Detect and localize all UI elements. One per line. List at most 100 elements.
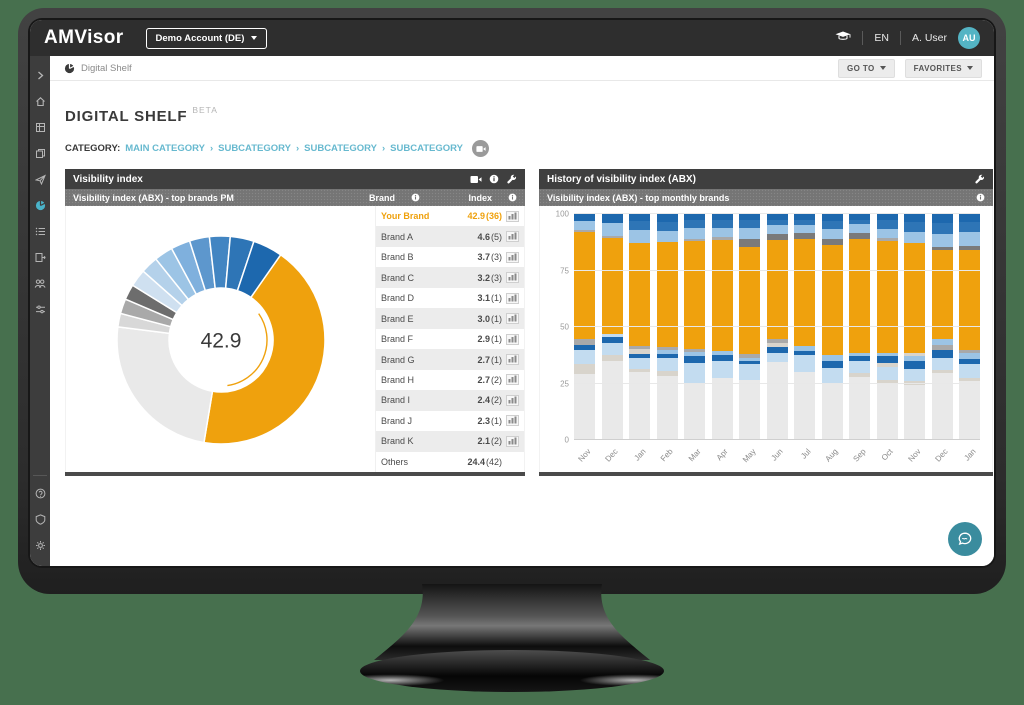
video-tutorial-button[interactable] [472,140,489,157]
bar-segment [876,383,898,440]
bar-segment [959,214,980,223]
info-icon[interactable] [489,174,499,184]
home-icon[interactable] [30,88,50,114]
panel-subtitle: Visibility index (ABX) - top brands PM [73,192,234,203]
report-export-icon[interactable] [30,244,50,270]
monitor-stand-base [360,650,664,692]
mini-chart-icon[interactable] [506,415,519,427]
info-icon[interactable] [508,193,517,202]
x-axis-label: Jun [769,447,785,463]
y-axis-tick-label: 0 [564,435,569,445]
list-icon[interactable] [30,218,50,244]
index-count: (3) [491,272,502,283]
top-bar-right: EN A. User AU [835,27,980,49]
mini-chart-icon[interactable] [506,313,519,325]
wrench-icon[interactable] [506,174,517,185]
mini-chart-icon[interactable] [506,435,519,447]
bar-segment [739,360,760,365]
user-name[interactable]: A. User [911,32,947,44]
bar-segment [684,351,705,357]
language-selector[interactable]: EN [874,32,889,44]
bar-segment [876,363,898,367]
bar-segment [574,232,595,340]
collapse-chevron-icon[interactable] [30,62,50,88]
mini-chart-icon[interactable] [506,333,519,345]
bar-segment [656,349,678,355]
bar-segment [876,228,898,238]
bar-segment [931,373,953,440]
category-link[interactable]: SUBCATEGORY [304,143,377,154]
brand-name: Brand C [381,272,415,283]
help-icon[interactable] [30,480,50,506]
go-to-label: GO TO [847,63,875,73]
category-link[interactable]: MAIN CATEGORY [125,143,205,154]
bar-segment [574,339,595,346]
page-content: DIGITAL SHELF BETA CATEGORY: MAIN CATEGOR… [50,81,994,566]
mini-chart-icon[interactable] [506,210,519,222]
academy-cap-icon[interactable] [835,31,851,45]
x-axis-label: Jan [631,447,648,463]
table-row: Brand H 2.7 (2) [376,370,524,390]
stacked-bar [739,214,760,440]
page-title: DIGITAL SHELF [65,108,188,125]
mini-chart-icon[interactable] [506,272,519,284]
modules-grid-icon[interactable] [30,114,50,140]
wrench-icon[interactable] [974,174,985,185]
mini-chart-icon[interactable] [506,374,519,386]
mini-chart-icon[interactable] [506,231,519,243]
shield-icon[interactable] [30,506,50,532]
bar-segment [766,219,788,226]
x-axis-label: Jan [961,447,978,463]
pages-copy-icon[interactable] [30,140,50,166]
bar-segment [574,364,595,375]
breadcrumb[interactable]: Digital Shelf [64,63,132,74]
chat-button[interactable] [948,522,982,556]
mini-chart-icon[interactable] [506,251,519,263]
go-to-button[interactable]: GO TO [838,58,895,78]
breadcrumb-bar: Digital Shelf GO TO FAVORITES [50,56,994,81]
stacked-bar [904,214,925,440]
bar-segment [794,350,815,356]
mini-chart-icon[interactable] [506,394,519,406]
index-count: (1) [491,334,502,345]
mini-chart-icon[interactable] [506,354,519,366]
info-icon[interactable] [976,193,985,202]
bar-segment [849,360,870,374]
stacked-bar [629,214,650,440]
bar-segment [601,223,623,236]
account-selector[interactable]: Demo Account (DE) [145,27,268,49]
bar-segment [766,339,788,343]
launch-send-icon[interactable] [30,166,50,192]
brand-name: Brand B [381,252,414,263]
index-count: (1) [491,354,502,365]
category-link[interactable]: SUBCATEGORY [218,143,291,154]
bar-segment [794,238,815,347]
bar-segment [684,214,705,220]
category-separator: › [209,143,214,154]
divider [862,31,864,45]
bar-segment [931,339,953,346]
avatar[interactable]: AU [958,27,980,49]
video-camera-icon[interactable] [470,175,482,184]
mini-chart-icon[interactable] [506,292,519,304]
bar-segment [711,360,733,378]
table-row: Brand G 2.7 (1) [376,349,524,370]
info-icon[interactable] [411,193,420,202]
bar-segment [959,232,980,246]
bar-segment [711,236,733,241]
bar-segment [959,377,980,382]
video-camera-icon [475,145,486,152]
bar-segment [766,225,788,235]
settings-gear-icon[interactable] [30,532,50,558]
users-icon[interactable] [30,270,50,296]
bar-segment [766,347,788,353]
history-chart-body: 0 25 50 75 100 Nov Dec Jan Feb Mar Apr May Jun Jul Au… [539,206,993,472]
category-link[interactable]: SUBCATEGORY [390,143,463,154]
digital-shelf-pie-icon[interactable] [30,192,50,218]
bar-segment [656,357,678,372]
breadcrumb-label: Digital Shelf [81,62,132,74]
favorites-button[interactable]: FAVORITES [904,58,982,78]
panel-title: Visibility index [73,173,143,185]
filter-sliders-icon[interactable] [30,296,50,322]
stacked-bar [684,214,705,440]
